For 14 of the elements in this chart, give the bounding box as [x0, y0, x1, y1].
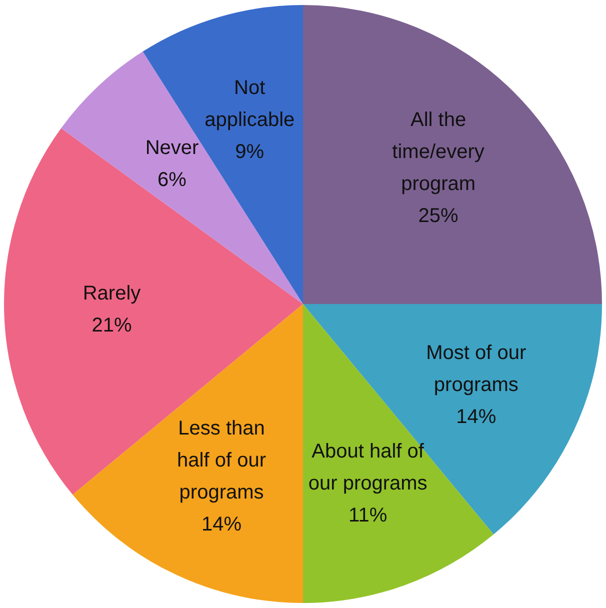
slice-label: Rarely: [82, 282, 141, 305]
data-label: 14%: [456, 406, 496, 428]
slice-label: Never: [145, 137, 200, 160]
slice-label: Most of our programs: [426, 342, 527, 396]
slice-label: Not applicable: [204, 76, 295, 131]
data-label: 25%: [418, 205, 459, 228]
slice-label: Less than half of our programs: [177, 418, 266, 504]
data-label: 9%: [235, 140, 264, 163]
data-label: 21%: [92, 314, 132, 337]
slice-label: About half of our programs: [308, 440, 428, 495]
data-label: 14%: [202, 514, 242, 536]
slice-label: All the time/every program: [392, 109, 484, 196]
data-label: 11%: [348, 504, 388, 527]
data-label: 6%: [158, 169, 187, 192]
